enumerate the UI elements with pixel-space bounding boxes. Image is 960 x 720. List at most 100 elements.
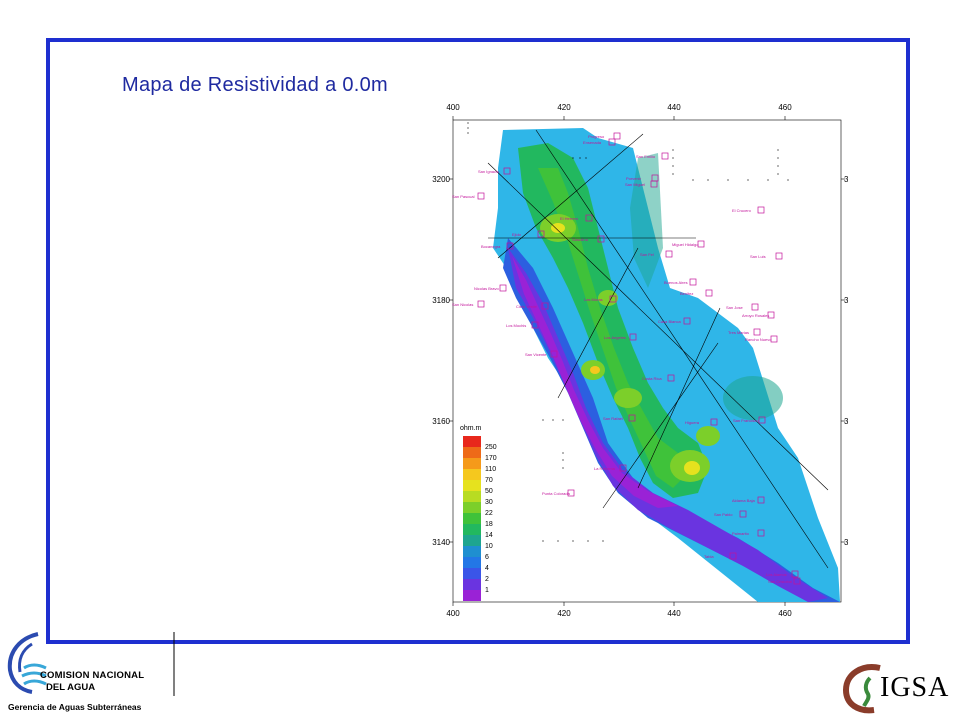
tick-marks (449, 116, 845, 606)
station-label: Tres Marias (728, 330, 749, 335)
station-marker (613, 132, 621, 140)
station-marker (757, 496, 765, 504)
y-tick-left: 3160 (432, 417, 450, 426)
station-marker (477, 300, 485, 308)
legend-swatch (463, 546, 481, 557)
cna-name-line2: DEL AGUA (46, 682, 96, 693)
legend-swatches: 250 170 110 70 50 30 22 18 14 10 6 4 2 1 (463, 436, 497, 601)
station-marker (629, 333, 637, 341)
station-label: San Nicolas (452, 302, 473, 307)
station-label: Gasolina (572, 237, 589, 242)
y-tick-left: 3180 (432, 296, 450, 305)
station-label: San Pablo (714, 512, 733, 517)
station-marker (628, 414, 636, 422)
cna-subtitle: Gerencia de Aguas Subterráneas (8, 702, 142, 712)
survey-dots (467, 122, 789, 542)
station-label: Costa Rica (642, 376, 662, 381)
igsa-logo (842, 664, 881, 714)
station-marker (751, 303, 759, 311)
station-marker (667, 374, 675, 382)
station-label: Aldama Baja (732, 498, 755, 503)
cna-name-line1: COMISION NACIONAL (40, 670, 145, 681)
station-marker (477, 192, 485, 200)
station-marker (683, 317, 691, 325)
legend-swatch (463, 480, 481, 491)
y-axis-left: 3200 3180 3160 3140 (432, 175, 450, 547)
legend-value: 14 (485, 532, 493, 539)
x-tick-top: 440 (667, 103, 681, 112)
station-marker (537, 230, 545, 238)
station-marker (650, 180, 658, 188)
legend-swatch (463, 590, 481, 601)
x-tick-bottom: 420 (557, 609, 571, 618)
station-marker (775, 252, 783, 260)
station-label: Los Angeles (604, 335, 626, 340)
station-marker (531, 321, 539, 329)
x-tick-top: 400 (446, 103, 460, 112)
x-tick-top: 420 (557, 103, 571, 112)
legend-value: 170 (485, 455, 497, 462)
station-marker (550, 350, 558, 358)
y-tick-right: 3160 (844, 417, 848, 426)
station-label: San Luis (750, 254, 766, 259)
station-label: El Herrero (560, 216, 579, 221)
profile-lines (487, 129, 829, 569)
station-marker (753, 328, 761, 336)
station-marker (609, 295, 617, 303)
station-marker (710, 418, 718, 426)
station-marker (661, 152, 669, 160)
station-label: San Pascual (452, 194, 475, 199)
y-tick-right: 3200 (844, 175, 848, 184)
station-marker (791, 570, 799, 578)
x-axis-top: 400 420 440 460 (446, 103, 792, 112)
legend-value: 1 (485, 587, 489, 594)
slide-title: Mapa de Resistividad a 0.0m (122, 74, 389, 96)
station-marker (757, 529, 765, 537)
legend-swatch (463, 436, 481, 447)
station-label: Ensenada (583, 140, 602, 145)
station-label: Rancho Nuevo (745, 337, 772, 342)
station-label: Ejido (512, 232, 522, 237)
station-label: La Reforma (594, 466, 616, 471)
y-tick-right: 3180 (844, 296, 848, 305)
y-tick-left: 3140 (432, 538, 450, 547)
station-marker (567, 489, 575, 497)
station-marker (503, 167, 511, 175)
cna-logo (7, 632, 175, 696)
station-label: San Francisco (733, 418, 759, 423)
station-label: Miguel Hidalgo (672, 242, 699, 247)
station-marker (767, 311, 775, 319)
station-label: Cielo Verde (516, 304, 537, 309)
station-label: Las Moras (584, 297, 603, 302)
station-marker (758, 416, 766, 424)
legend-title: ohm.m (460, 425, 482, 432)
station-label: Arroyo Rosales (742, 313, 769, 318)
legend-swatch (463, 513, 481, 524)
x-tick-bottom: 460 (778, 609, 792, 618)
legend-value: 30 (485, 499, 493, 506)
x-axis-bottom: 400 420 440 460 (446, 609, 792, 618)
legend-value: 70 (485, 477, 493, 484)
station-label: San Fel (640, 252, 654, 257)
legend-swatch (463, 502, 481, 513)
slide-frame (46, 38, 910, 644)
igsa-wordmark: IGSA (880, 672, 950, 703)
station-marker (541, 302, 549, 310)
legend-swatch (463, 491, 481, 502)
y-axis-right: 3200 3180 3160 3140 (844, 175, 848, 547)
legend-swatch (463, 469, 481, 480)
y-tick-left: 3200 (432, 175, 450, 184)
station-label: Los Alamos (766, 572, 787, 577)
station-label: San Jose (726, 305, 743, 310)
legend-value: 50 (485, 488, 493, 495)
y-tick-right: 3140 (844, 538, 848, 547)
station-label: Buenos Aires (664, 280, 688, 285)
station-marker (729, 552, 737, 560)
station-label: Progreso (588, 134, 605, 139)
x-tick-top: 460 (778, 103, 792, 112)
legend-swatch (463, 458, 481, 469)
station-marker (619, 464, 627, 472)
station-label: San Ignacio (478, 169, 500, 174)
